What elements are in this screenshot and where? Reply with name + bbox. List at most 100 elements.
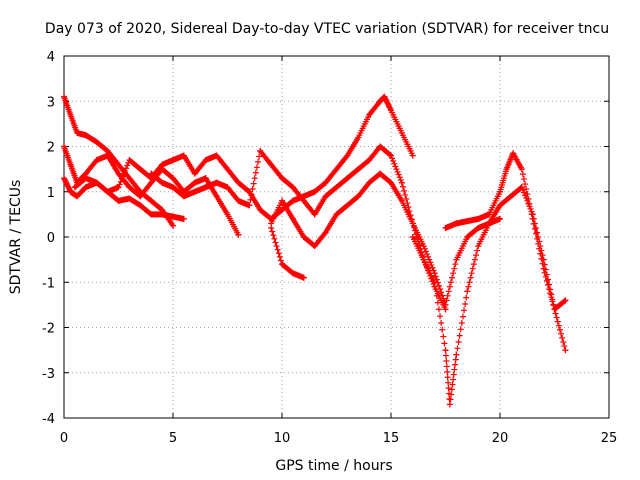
data-point (82, 184, 89, 191)
data-point (311, 243, 318, 250)
y-tick-label: 2 (47, 141, 55, 156)
y-tick-label: -3 (42, 367, 55, 382)
data-point (289, 270, 296, 277)
data-point (442, 301, 449, 308)
data-point (388, 179, 394, 186)
data-point (333, 211, 340, 218)
data-point (475, 243, 482, 250)
y-tick-label: -1 (42, 276, 55, 291)
data-point (322, 179, 329, 186)
data-point (224, 166, 231, 173)
data-point (224, 211, 231, 218)
x-tick-label: 5 (169, 431, 177, 446)
data-point (333, 166, 340, 173)
data-point (398, 179, 405, 186)
data-point (453, 256, 460, 263)
series-track-1 (61, 93, 176, 229)
data-point (126, 195, 133, 202)
data-point (475, 215, 482, 222)
data-point (191, 179, 198, 186)
series-track-6 (268, 170, 503, 308)
data-point (464, 218, 471, 225)
data-point (503, 166, 510, 173)
y-tick-label: -2 (42, 322, 55, 337)
x-tick-label: 25 (601, 431, 618, 446)
data-point (300, 197, 307, 204)
data-point (398, 197, 405, 204)
data-point (224, 184, 231, 191)
ticks: 0 5 10 15 20 25 -4 -3 -2 -1 0 1 2 3 4 (42, 50, 617, 446)
data-point (409, 220, 416, 227)
data-point (344, 152, 351, 159)
data-point (562, 347, 569, 354)
data-point (104, 152, 111, 159)
data-point (562, 297, 569, 304)
data-point (180, 193, 187, 200)
y-tick-label: 3 (47, 95, 55, 110)
data-point (366, 111, 373, 118)
data-point (355, 134, 362, 141)
data-point (159, 211, 166, 218)
data-point (115, 184, 122, 191)
data-point (279, 197, 285, 204)
data-point (61, 93, 67, 100)
data-point (257, 206, 264, 213)
data-point (61, 143, 67, 150)
data-point (322, 229, 329, 236)
data-point (409, 152, 416, 159)
data-point (300, 234, 307, 240)
data-point (381, 93, 388, 100)
data-point (377, 143, 384, 150)
data-point (148, 170, 155, 177)
data-point (148, 197, 155, 204)
data-point (497, 202, 503, 209)
data-point (180, 215, 187, 222)
data-point (202, 175, 209, 182)
data-point (529, 215, 536, 222)
data-point (180, 152, 187, 159)
series-track-7 (268, 224, 307, 281)
data-point (388, 107, 394, 114)
x-tick-label: 20 (492, 431, 509, 446)
data-point (486, 211, 493, 218)
data-point (510, 150, 517, 157)
data-point (464, 234, 471, 240)
data-point (213, 152, 220, 159)
data-point (82, 132, 89, 139)
data-point (67, 161, 74, 168)
data-point (344, 202, 351, 209)
y-axis-title: SDTVAR / TECUs (8, 180, 24, 295)
data-point (268, 224, 275, 231)
data-point (93, 157, 100, 164)
data-point (475, 224, 482, 231)
data-point (289, 215, 296, 222)
data-point (148, 211, 155, 218)
data-point (300, 274, 307, 281)
data-point (464, 288, 471, 295)
data-point (420, 256, 427, 263)
data-point (446, 401, 453, 408)
point-markers (409, 184, 569, 408)
y-tick-label: 0 (47, 231, 55, 246)
data-point (431, 279, 438, 286)
series-track-8 (409, 184, 569, 408)
data-point (202, 157, 209, 164)
data-point (126, 175, 133, 182)
data-point (67, 111, 74, 118)
data-point (268, 161, 275, 168)
data-point (507, 193, 514, 200)
data-point (71, 184, 78, 191)
data-point (497, 188, 503, 195)
data-point (540, 265, 547, 272)
data-point (235, 197, 242, 204)
data-point (344, 175, 351, 182)
data-point (366, 157, 373, 164)
y-tick-label: -4 (42, 412, 55, 427)
data-point (82, 175, 89, 182)
grid (64, 56, 609, 418)
data-point (191, 170, 198, 177)
data-point (104, 188, 111, 195)
y-tick-label: 4 (47, 50, 55, 65)
data-point (170, 175, 176, 182)
